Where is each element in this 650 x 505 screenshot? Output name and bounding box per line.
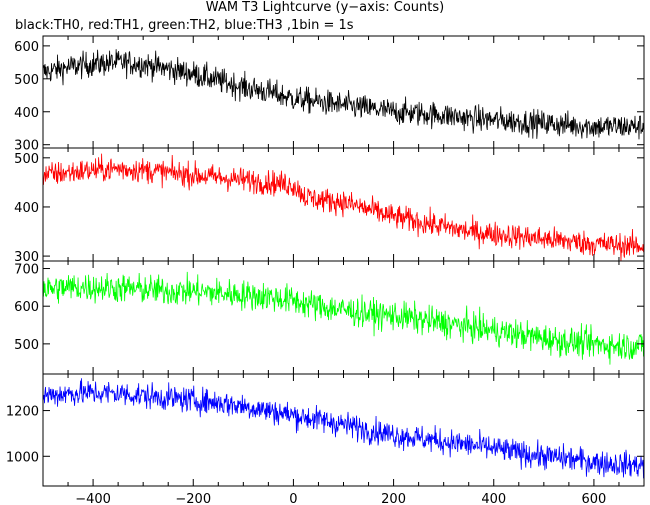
x-tick-label: 600 <box>582 492 607 505</box>
y-tick-label: 300 <box>14 139 39 154</box>
y-tick-label: 500 <box>14 152 39 167</box>
y-tick-label: 400 <box>14 106 39 121</box>
x-tick-label: 200 <box>381 492 406 505</box>
panel-frame-th2 <box>42 260 645 375</box>
x-tick-label: 0 <box>289 492 297 505</box>
series-th0-line <box>42 49 645 140</box>
y-tick-label: 1200 <box>6 405 39 420</box>
y-tick-label: 400 <box>14 201 39 216</box>
y-tick-label: 700 <box>14 263 39 278</box>
series-th2-line <box>42 271 645 365</box>
x-tick-label: 400 <box>481 492 506 505</box>
panel-frame-th3 <box>42 373 645 487</box>
series-th1-line <box>42 153 645 261</box>
y-tick-label: 600 <box>14 40 39 55</box>
chart-subtitle: black:TH0, red:TH1, green:TH2, blue:TH3 … <box>15 18 354 33</box>
series-th3-line <box>42 378 645 479</box>
y-tick-label: 600 <box>14 300 39 315</box>
y-tick-label: 500 <box>14 73 39 88</box>
panel-frame-th0 <box>42 35 645 149</box>
chart-title: WAM T3 Lightcurve (y−axis: Counts) <box>205 0 445 15</box>
y-tick-label: 500 <box>14 338 39 353</box>
y-tick-label: 1000 <box>6 450 39 465</box>
x-tick-label: −200 <box>175 492 211 505</box>
x-tick-label: −400 <box>75 492 111 505</box>
y-tick-label: 300 <box>14 250 39 265</box>
